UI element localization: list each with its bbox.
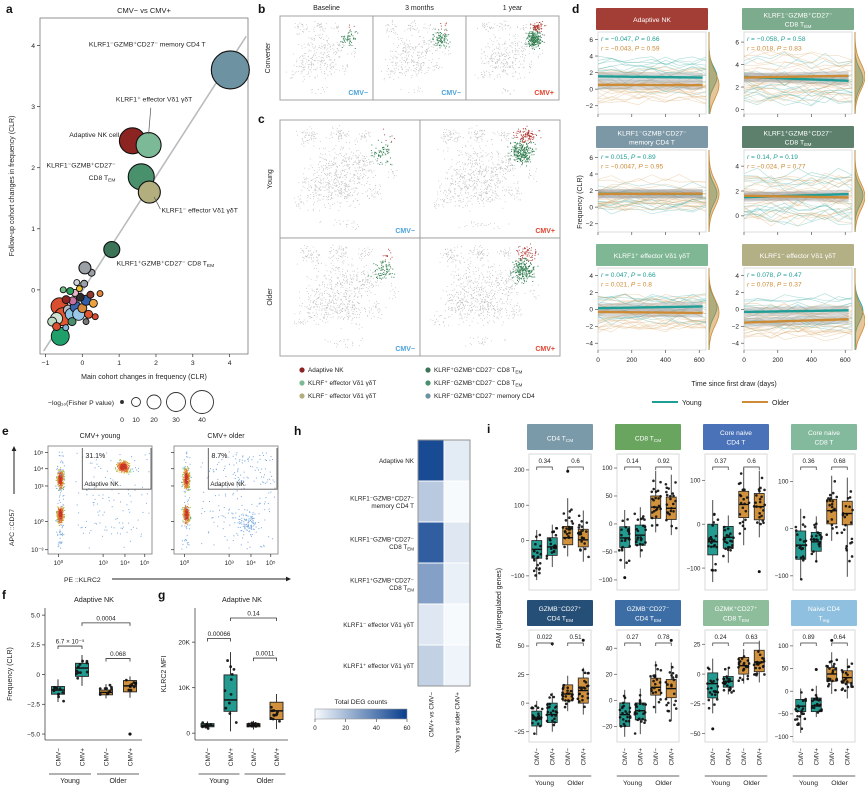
svg-text:−1: −1 <box>42 360 50 367</box>
svg-text:CMV−: CMV− <box>348 90 368 97</box>
svg-text:1: 1 <box>117 360 121 367</box>
panel-f-label: f <box>2 588 6 602</box>
svg-text:3: 3 <box>191 360 195 367</box>
panel-b-umap-row: Baseline CMV− 3 months CMV− 1 year CMV+ Conver… <box>265 5 560 101</box>
svg-text:−log₁₀(Fisher P value): −log₁₀(Fisher P value) <box>48 400 114 407</box>
svg-text:CMV− vs CMV+: CMV− vs CMV+ <box>117 6 171 15</box>
panel-g-label: g <box>158 588 166 602</box>
svg-text:4: 4 <box>31 43 35 50</box>
svg-text:1 year: 1 year <box>503 5 523 12</box>
svg-text:30: 30 <box>172 417 180 424</box>
panel-i-boxplot-grid: RAM (upregulated genes)CD4 TCM2001000−10… <box>496 424 857 787</box>
panel-a-label: a <box>6 2 13 16</box>
panel-c-label: c <box>258 112 265 126</box>
svg-text:CMV+: CMV+ <box>535 228 555 235</box>
svg-text:Adaptive NK cell: Adaptive NK cell <box>69 132 119 139</box>
svg-text:4: 4 <box>228 360 232 367</box>
panel-d-label: d <box>572 2 580 16</box>
svg-text:Follow-up cohort changes in fr: Follow-up cohort changes in frequency (C… <box>9 116 16 257</box>
svg-text:2: 2 <box>154 360 158 367</box>
svg-text:Converter: Converter <box>265 42 272 73</box>
svg-text:3: 3 <box>31 104 35 111</box>
svg-text:CMV−: CMV− <box>441 90 461 97</box>
svg-text:3 months: 3 months <box>405 5 434 12</box>
svg-text:CMV−: CMV− <box>395 228 415 235</box>
svg-text:0: 0 <box>120 417 124 424</box>
svg-text:40: 40 <box>198 417 206 424</box>
svg-text:0: 0 <box>31 287 35 294</box>
svg-text:Older: Older <box>267 288 274 306</box>
svg-text:CMV+: CMV+ <box>534 90 554 97</box>
panel-h-label: h <box>294 424 302 438</box>
svg-text:Baseline: Baseline <box>313 5 340 12</box>
svg-text:1: 1 <box>31 226 35 233</box>
svg-text:CD8 TEM: CD8 TEM <box>89 175 116 184</box>
svg-text:10: 10 <box>132 417 140 424</box>
svg-text:KLRF1⁺ effector Vδ1 γδT: KLRF1⁺ effector Vδ1 γδT <box>116 97 192 104</box>
svg-text:2: 2 <box>31 165 35 172</box>
panel-i-label: i <box>487 422 491 436</box>
svg-text:CMV−: CMV− <box>395 346 415 353</box>
svg-text:20: 20 <box>150 417 158 424</box>
svg-text:KLRF1⁺GZMB⁺CD27⁻ CD8 TEM: KLRF1⁺GZMB⁺CD27⁻ CD8 TEM <box>117 260 215 269</box>
svg-text:KLRF1⁻GZMB⁺CD27⁻: KLRF1⁻GZMB⁺CD27⁻ <box>47 163 116 170</box>
svg-text:Young: Young <box>267 169 274 189</box>
svg-text:0: 0 <box>80 360 84 367</box>
svg-text:KLRF1⁻GZMB⁺CD27⁻ memory CD4 T: KLRF1⁻GZMB⁺CD27⁻ memory CD4 T <box>89 42 206 49</box>
svg-text:Main cohort changes in frequen: Main cohort changes in frequency (CLR) <box>81 374 207 381</box>
panel-b-label: b <box>258 2 266 16</box>
svg-text:KLRF1⁻ effector Vδ1 γδT: KLRF1⁻ effector Vδ1 γδT <box>161 207 237 214</box>
panel-e-label: e <box>2 424 9 438</box>
